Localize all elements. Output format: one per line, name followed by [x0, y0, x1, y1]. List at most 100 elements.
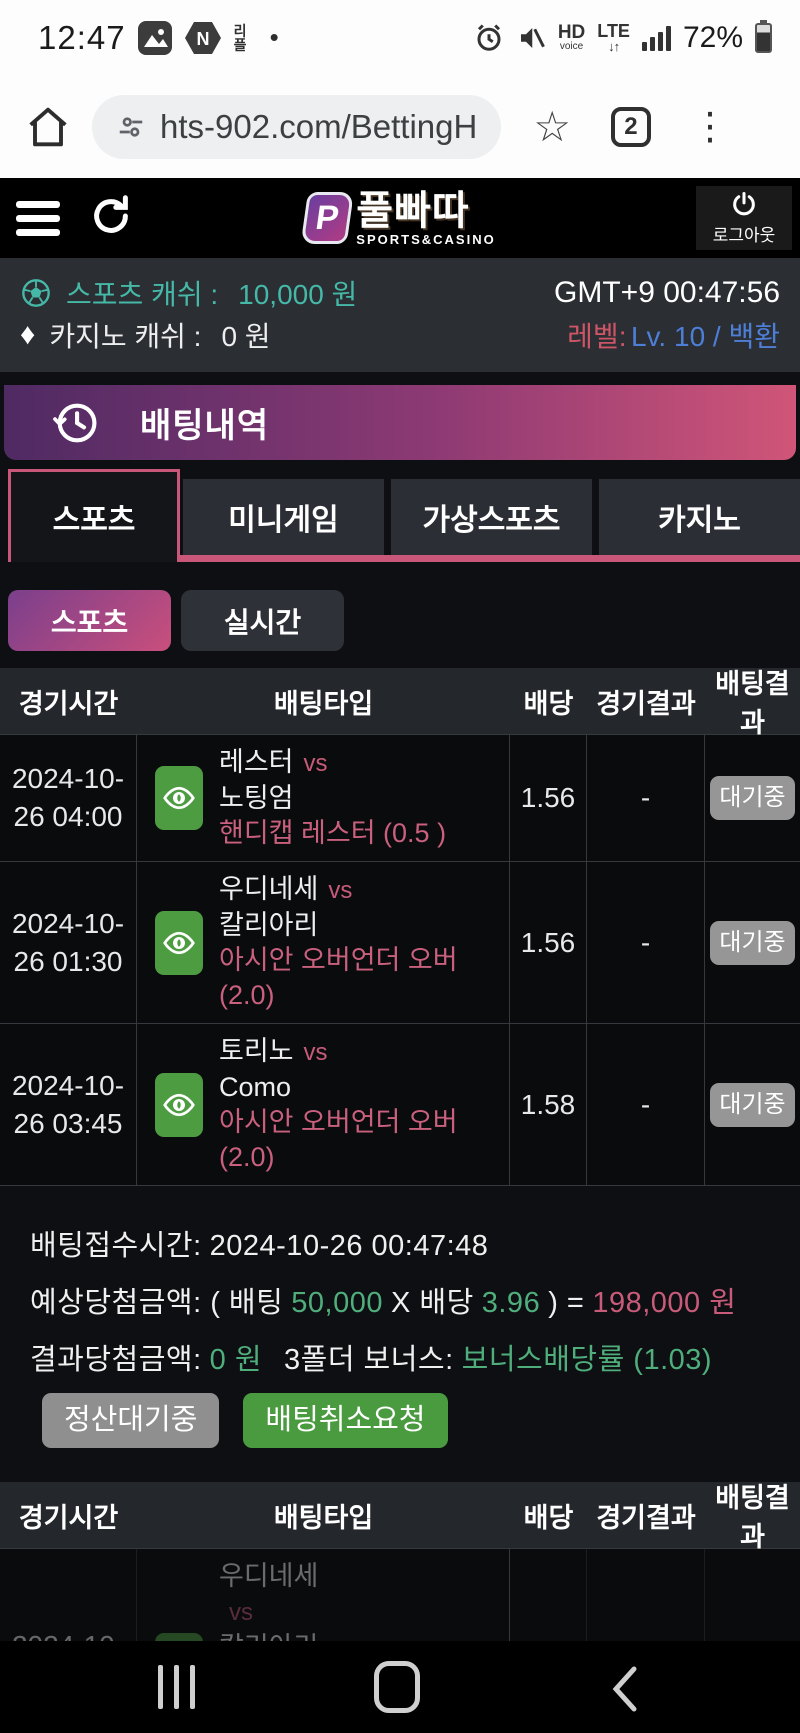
logout-button[interactable]: 로그아웃 — [696, 186, 792, 250]
url-text: hts-902.com/BettingH — [160, 107, 478, 145]
vs-label: vs — [303, 1039, 328, 1066]
bet-row: 2024-10- 26 03:45 토리노 vs Como 아시안 오버언더 오버 … — [0, 1023, 800, 1186]
lte-icon: LTE ↓↑ — [597, 21, 630, 54]
away-team: 칼리아리 — [219, 910, 319, 940]
match-date: 2024-10- — [11, 763, 125, 794]
table-header: 경기시간 배팅타입 배당 경기결과 배팅결과 — [0, 1482, 800, 1552]
status-bar: 12:47 N 리플 • HD voice LTE ↓↑ — [0, 0, 800, 75]
expected-win-label: 예상당첨금액: ( 배팅 — [30, 1287, 284, 1319]
subtab-live[interactable]: 실시간 — [181, 590, 344, 651]
alarm-icon — [474, 23, 504, 53]
history-clock-icon — [53, 403, 97, 442]
status-badge[interactable]: 대기중 — [710, 776, 795, 820]
col-bet-result: 배팅결과 — [715, 1483, 790, 1552]
logo-p-emblem: P — [300, 192, 354, 244]
tab-underline — [8, 555, 800, 562]
bet-pick: 핸디캡 레스터 (0.5 ) — [219, 818, 447, 848]
subtab-sports[interactable]: 스포츠 — [8, 590, 171, 651]
bet-table: 경기시간 배팅타입 배당 경기결과 배팅결과 2024-10- 26 04:00 … — [0, 668, 800, 1186]
logo-title: 풀빠따 — [356, 188, 470, 233]
vs-label: vs — [229, 1599, 253, 1626]
hamburger-menu-icon[interactable] — [16, 200, 60, 236]
refresh-icon[interactable] — [88, 193, 134, 244]
browser-menu-icon[interactable]: ⋮ — [690, 105, 729, 148]
match-time: 26 04:00 — [13, 801, 123, 832]
status-badge[interactable]: 대기중 — [710, 920, 795, 965]
match-date: 2024-10- — [11, 1069, 125, 1101]
table-header: 경기시간 배팅타입 배당 경기결과 배팅결과 — [0, 668, 800, 738]
url-bar[interactable]: hts-902.com/BettingH — [92, 94, 502, 159]
account-bar: 스포츠 캐쉬 : 10,000 원 GMT+9 00:47:56 ♦ 카지노 캐… — [0, 258, 800, 372]
bet-summary: 배팅접수시간: 2024-10-26 00:47:48 예상당첨금액: ( 배팅 5… — [0, 1186, 800, 1448]
odds-value: 1.58 — [510, 1024, 587, 1185]
logo-subtitle: SPORTS&CASINO — [356, 231, 496, 247]
col-odds: 배당 — [523, 1502, 574, 1533]
times-odds-label: X 배당 — [390, 1287, 474, 1319]
bet-row: 2024-10- 26 01:30 우디네세 vs 칼리아리 아시안 오버언더 오버… — [0, 861, 800, 1023]
site-logo[interactable]: P 풀빠따 SPORTS&CASINO — [300, 188, 496, 247]
settlement-pending-button[interactable]: 정산대기중 — [42, 1393, 220, 1448]
battery-percent: 72% — [682, 20, 743, 54]
tab-minigame[interactable]: 미니게임 — [183, 479, 384, 555]
bet-amount: 50,000 — [291, 1287, 383, 1319]
hd-voice-icon: HD voice — [557, 22, 586, 52]
odds-value: 1.56 — [510, 735, 587, 861]
power-icon — [733, 191, 755, 216]
sub-tabs: 스포츠 실시간 — [8, 590, 800, 651]
site-header: P 풀빠따 SPORTS&CASINO 로그아웃 — [0, 178, 800, 258]
recents-icon[interactable] — [158, 1665, 195, 1709]
tab-switcher-button[interactable]: 2 — [610, 106, 651, 147]
tab-casino[interactable]: 카지노 — [599, 479, 800, 555]
bet-cancel-request-button[interactable]: 배팅취소요청 — [243, 1393, 448, 1448]
match-result-value: - — [587, 862, 705, 1023]
total-odds: 3.96 — [481, 1287, 541, 1319]
bonus-label: 3폴더 보너스: — [284, 1344, 454, 1376]
logout-label: 로그아웃 — [712, 226, 776, 245]
home-icon[interactable] — [22, 101, 74, 153]
notification-dot-icon: • — [269, 22, 279, 52]
home-team: 우디네세 — [219, 1561, 319, 1591]
col-bet-type: 배팅타입 — [273, 1502, 374, 1533]
page-banner: 배팅내역 — [4, 385, 796, 460]
tab-sports[interactable]: 스포츠 — [8, 469, 180, 562]
equals-label: ) = — [548, 1287, 585, 1319]
back-icon[interactable] — [608, 1663, 642, 1720]
naver-notification-icon: N — [184, 21, 222, 55]
browser-toolbar: hts-902.com/BettingH ☆ 2 ⋮ — [0, 75, 800, 178]
status-badge[interactable]: 대기중 — [710, 1082, 795, 1127]
battery-icon — [755, 19, 772, 53]
android-nav-bar — [0, 1641, 800, 1733]
casino-cash-label: 카지노 캐쉬 : — [49, 321, 202, 352]
result-win-amount: 0 원 — [209, 1344, 263, 1376]
result-win-label: 결과당첨금액: — [30, 1344, 202, 1376]
signal-strength-icon — [641, 25, 671, 51]
level-label: 레벨: — [567, 321, 627, 352]
match-date: 2024-10- — [11, 907, 125, 939]
eye-icon[interactable] — [155, 766, 203, 830]
casino-cash-value: 0 원 — [221, 321, 271, 352]
gmt-clock: GMT+9 00:47:56 — [554, 276, 780, 309]
clock-time: 12:47 — [38, 18, 126, 56]
vs-label: vs — [303, 750, 328, 777]
eye-icon[interactable] — [155, 910, 203, 975]
main-tabs: 스포츠 미니게임 가상스포츠 카지노 — [0, 469, 800, 562]
col-match-result: 경기결과 — [596, 688, 696, 719]
odds-value: 1.56 — [510, 862, 587, 1023]
home-team: 우디네세 — [219, 874, 319, 904]
eye-icon[interactable] — [155, 1072, 203, 1137]
tab-virtual-sports[interactable]: 가상스포츠 — [391, 479, 592, 555]
match-result-value: - — [587, 735, 705, 861]
korean-badge-icon: 리플 — [233, 22, 247, 53]
vs-label: vs — [328, 877, 353, 904]
receipt-time-label: 배팅접수시간: — [30, 1230, 202, 1262]
match-time: 26 03:45 — [13, 1107, 123, 1139]
home-nav-icon[interactable] — [374, 1661, 420, 1713]
home-team: 레스터 — [219, 747, 294, 777]
page-title: 배팅내역 — [140, 407, 270, 445]
col-match-result: 경기결과 — [596, 1502, 696, 1533]
bet-row: 2024-10- 26 04:00 레스터 vs 노팅엄 핸디캡 레스터 (0.5 … — [0, 734, 800, 861]
bookmark-star-icon[interactable]: ☆ — [533, 102, 571, 150]
svg-text:N: N — [196, 29, 209, 49]
col-match-time: 경기시간 — [18, 1502, 119, 1533]
